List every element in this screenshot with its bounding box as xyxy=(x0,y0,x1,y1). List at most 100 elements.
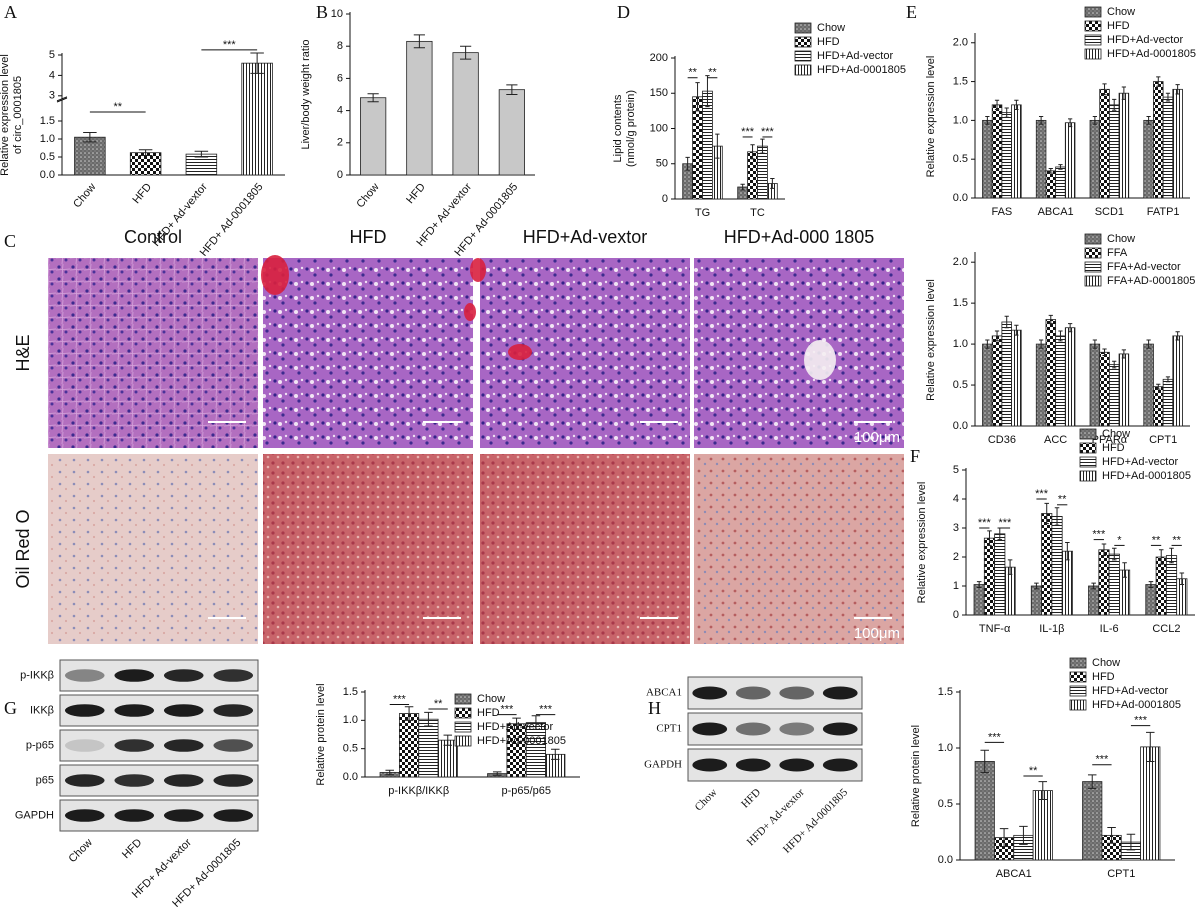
blot-band xyxy=(163,704,204,717)
error-bar xyxy=(976,581,982,588)
legend-label: Chow xyxy=(817,22,845,34)
blot-band xyxy=(213,669,254,682)
x-tick-label: CPT1 xyxy=(1107,868,1135,880)
significance-label: *** xyxy=(999,517,1013,529)
y-tick-label: 100 xyxy=(650,122,668,134)
x-tick-label: p-p65/p65 xyxy=(501,785,551,797)
x-tick-label: CD36 xyxy=(988,434,1016,446)
error-bar xyxy=(1014,324,1019,336)
y-tick-label: 0.0 xyxy=(953,192,968,204)
break-mark xyxy=(56,96,68,102)
significance-label: ** xyxy=(688,67,697,79)
error-bar xyxy=(695,82,700,112)
bar xyxy=(994,533,1006,616)
y-tick-label: 0.5 xyxy=(938,798,953,810)
error-bar xyxy=(1122,562,1127,578)
legend-label: HFD xyxy=(817,36,840,48)
error-bar xyxy=(740,183,745,191)
y-tick-label: 2 xyxy=(337,137,343,149)
legend-swatch xyxy=(1069,671,1087,683)
legend-label: HFD+Ad-0001805 xyxy=(477,735,566,747)
bar xyxy=(360,97,387,176)
panel-letter: G xyxy=(4,698,17,718)
error-bar xyxy=(1107,827,1116,844)
x-tick-label: HFD xyxy=(130,181,154,206)
y-tick-label: 1.5 xyxy=(938,686,953,698)
legend-label: HFD+Ad-vector xyxy=(1102,456,1178,468)
column-header: HFD+Ad-vextor xyxy=(523,227,648,247)
y-tick-label: 0.0 xyxy=(938,854,953,866)
y-axis-label: Relative expression level xyxy=(925,279,937,401)
axis-break xyxy=(56,98,285,100)
vessel xyxy=(464,303,476,321)
row-label: Oil Red O xyxy=(13,509,33,588)
y-tick-label: 4 xyxy=(49,69,55,81)
bar xyxy=(973,584,985,616)
x-tick-label: IL-6 xyxy=(1100,623,1119,635)
significance-label: *** xyxy=(393,693,407,705)
legend-swatch xyxy=(454,693,472,705)
vessel xyxy=(261,255,289,295)
error-bar xyxy=(138,149,153,157)
x-tick-label: TC xyxy=(750,207,765,219)
bar xyxy=(1055,166,1066,199)
legend-label: HFD+Ad-0001805 xyxy=(1107,48,1196,60)
blot-band xyxy=(163,809,204,822)
significance-label: *** xyxy=(1134,715,1148,727)
bar xyxy=(241,62,273,176)
error-bar xyxy=(999,828,1009,848)
bar xyxy=(1041,513,1053,616)
histology-image xyxy=(694,258,904,448)
y-tick-label: 1.0 xyxy=(953,114,968,126)
error-bar xyxy=(1087,774,1097,789)
bar xyxy=(74,136,106,176)
column-header: HFD+Ad-000 1805 xyxy=(724,227,875,247)
y-tick-label: 1.5 xyxy=(953,75,968,87)
y-axis-label: Liver/body weight ratio xyxy=(300,39,312,149)
error-bar xyxy=(1179,572,1185,586)
y-tick-label: 6 xyxy=(337,72,343,84)
x-tick-label: FATP1 xyxy=(1147,206,1180,218)
y-axis-label: Relative expression level xyxy=(916,482,928,604)
blot-band xyxy=(114,739,155,752)
bar xyxy=(1165,555,1178,616)
legend-label: HFD+Ad-vector xyxy=(1092,685,1168,697)
histology-image xyxy=(48,454,258,644)
lane-label: HFD xyxy=(739,786,763,810)
error-bar xyxy=(1146,731,1155,762)
error-bar xyxy=(1044,502,1049,525)
blot-band xyxy=(213,809,254,822)
blot-band xyxy=(64,739,105,752)
bar xyxy=(1032,790,1053,861)
y-tick-label: 10 xyxy=(331,8,343,20)
significance-label: ** xyxy=(434,698,443,710)
error-bar xyxy=(250,52,264,74)
y-tick-label: 1.0 xyxy=(953,338,968,350)
blot-band xyxy=(163,739,204,752)
legend-swatch xyxy=(794,50,812,62)
error-bar xyxy=(506,84,518,95)
bar xyxy=(1140,746,1161,861)
legend-swatch xyxy=(1079,470,1097,482)
legend-label: HFD+Ad-vector xyxy=(477,721,553,733)
panel-letter: H xyxy=(648,698,661,718)
histology-image xyxy=(263,454,473,644)
error-bar xyxy=(1007,559,1013,575)
error-bar xyxy=(1102,348,1107,357)
significance-label: *** xyxy=(223,39,237,51)
x-tick-label: p-IKKβ/IKKβ xyxy=(388,785,449,797)
legend-swatch xyxy=(1079,456,1097,468)
scale-bar-label: 100μm xyxy=(854,429,900,446)
legend-swatch xyxy=(1079,442,1097,454)
error-bar xyxy=(994,330,1000,342)
blot-row-label: IKKβ xyxy=(30,704,54,716)
y-tick-label: 0.0 xyxy=(343,771,358,783)
error-bar xyxy=(1169,547,1174,564)
legend-swatch xyxy=(1084,247,1102,259)
bar xyxy=(1035,119,1047,199)
bar xyxy=(1099,88,1110,199)
error-bar xyxy=(460,45,472,60)
y-tick-label: 0 xyxy=(953,609,959,621)
bar xyxy=(1172,88,1183,199)
error-bar xyxy=(1156,383,1161,390)
